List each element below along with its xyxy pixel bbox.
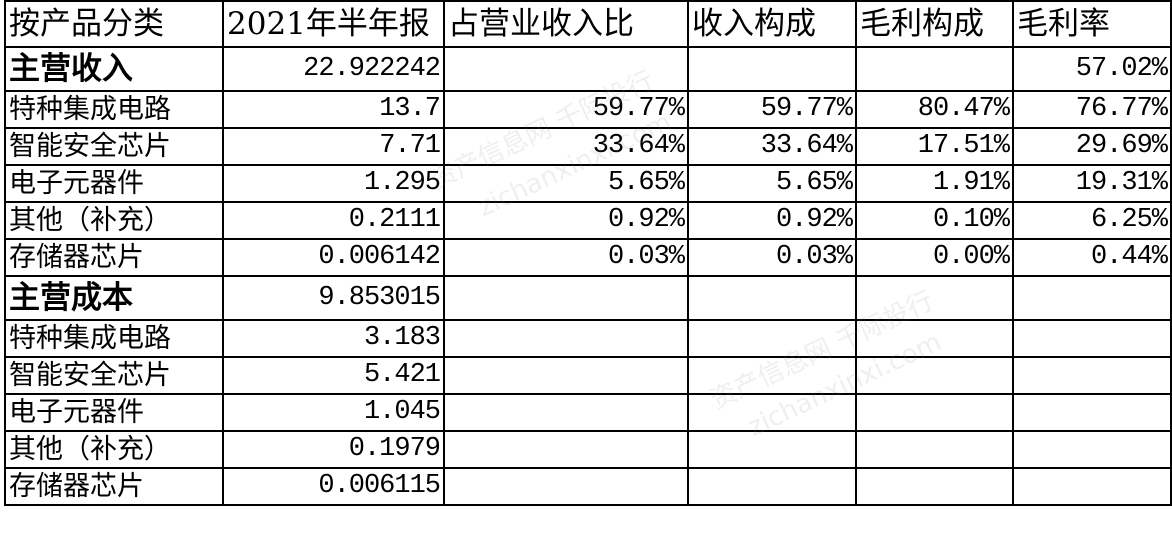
table-cell (687, 393, 857, 432)
table-cell (855, 356, 1014, 395)
table-cell (855, 319, 1014, 358)
table-cell (687, 46, 857, 92)
table-cell (855, 275, 1014, 321)
row-label: 其他（补充） (4, 201, 224, 240)
table-cell: 5.65% (443, 164, 689, 203)
row-label: 特种集成电路 (4, 90, 224, 129)
table-cell: 1.045 (222, 393, 445, 432)
table-cell (443, 393, 689, 432)
table-cell (1012, 467, 1172, 506)
table-cell: 0.10% (855, 201, 1014, 240)
table-cell: 7.71 (222, 127, 445, 166)
column-header: 占营业收入比 (443, 0, 689, 48)
table-row: 存储器芯片 0.006142 0.03% 0.03% 0.00% 0.44% (4, 238, 1172, 277)
table-cell: 0.006142 (222, 238, 445, 277)
table-cell: 33.64% (687, 127, 857, 166)
table-row: 特种集成电路 13.7 59.77% 59.77% 80.47% 76.77% (4, 90, 1172, 129)
column-header: 毛利率 (1012, 0, 1172, 48)
table-cell: 22.922242 (222, 46, 445, 92)
column-header: 收入构成 (687, 0, 857, 48)
table-cell: 1.295 (222, 164, 445, 203)
column-header: 2021年半年报 (222, 0, 445, 48)
table-cell (443, 356, 689, 395)
table-cell: 57.02% (1012, 46, 1172, 92)
table-cell: 9.853015 (222, 275, 445, 321)
table-cell (687, 356, 857, 395)
table-row: 其他（补充） 0.1979 (4, 430, 1172, 469)
table-cell: 0.1979 (222, 430, 445, 469)
row-label: 特种集成电路 (4, 319, 224, 358)
row-label: 智能安全芯片 (4, 356, 224, 395)
row-label: 电子元器件 (4, 393, 224, 432)
table-cell (1012, 430, 1172, 469)
table-cell: 0.006115 (222, 467, 445, 506)
table-cell: 80.47% (855, 90, 1014, 129)
table-cell: 59.77% (443, 90, 689, 129)
header-row: 按产品分类 2021年半年报 占营业收入比 收入构成 毛利构成 毛利率 (4, 0, 1172, 48)
table-cell: 0.92% (443, 201, 689, 240)
table-cell: 59.77% (687, 90, 857, 129)
table-cell: 1.91% (855, 164, 1014, 203)
row-label: 存储器芯片 (4, 238, 224, 277)
table-cell: 0.03% (443, 238, 689, 277)
table-cell: 76.77% (1012, 90, 1172, 129)
table-cell: 0.92% (687, 201, 857, 240)
table-cell: 3.183 (222, 319, 445, 358)
column-header: 毛利构成 (855, 0, 1014, 48)
table-cell (443, 467, 689, 506)
table-cell: 0.44% (1012, 238, 1172, 277)
table-cell (1012, 319, 1172, 358)
table-row: 其他（补充） 0.2111 0.92% 0.92% 0.10% 6.25% (4, 201, 1172, 240)
row-label: 电子元器件 (4, 164, 224, 203)
table-cell (443, 319, 689, 358)
table-cell (1012, 393, 1172, 432)
table-cell: 29.69% (1012, 127, 1172, 166)
table-cell: 19.31% (1012, 164, 1172, 203)
table-cell: 17.51% (855, 127, 1014, 166)
table-cell (687, 319, 857, 358)
table-cell (687, 275, 857, 321)
table-row: 特种集成电路 3.183 (4, 319, 1172, 358)
row-label: 其他（补充） (4, 430, 224, 469)
table-row: 电子元器件 1.045 (4, 393, 1172, 432)
table-cell: 5.65% (687, 164, 857, 203)
row-label: 存储器芯片 (4, 467, 224, 506)
table-row: 智能安全芯片 7.71 33.64% 33.64% 17.51% 29.69% (4, 127, 1172, 166)
table-cell (1012, 356, 1172, 395)
section-row: 主营成本 9.853015 (4, 275, 1172, 321)
table-cell (1012, 275, 1172, 321)
table-cell (443, 430, 689, 469)
table-cell (687, 430, 857, 469)
table-cell: 33.64% (443, 127, 689, 166)
table-cell (855, 467, 1014, 506)
table-cell (855, 430, 1014, 469)
table-row: 电子元器件 1.295 5.65% 5.65% 1.91% 19.31% (4, 164, 1172, 203)
table-cell (855, 393, 1014, 432)
column-header: 按产品分类 (4, 0, 224, 48)
table-cell: 5.421 (222, 356, 445, 395)
table-cell: 13.7 (222, 90, 445, 129)
table-cell (855, 46, 1014, 92)
table-cell (687, 467, 857, 506)
table-cell: 0.2111 (222, 201, 445, 240)
table-row: 智能安全芯片 5.421 (4, 356, 1172, 395)
row-label: 主营成本 (4, 275, 224, 321)
section-row: 主营收入 22.922242 57.02% (4, 46, 1172, 92)
table-cell: 0.00% (855, 238, 1014, 277)
row-label: 智能安全芯片 (4, 127, 224, 166)
row-label: 主营收入 (4, 46, 224, 92)
product-revenue-table: 按产品分类 2021年半年报 占营业收入比 收入构成 毛利构成 毛利率 主营收入 22.922… (4, 0, 1172, 506)
table-row: 存储器芯片 0.006115 (4, 467, 1172, 506)
table-cell (443, 46, 689, 92)
table-cell: 0.03% (687, 238, 857, 277)
table-cell: 6.25% (1012, 201, 1172, 240)
table-cell (443, 275, 689, 321)
